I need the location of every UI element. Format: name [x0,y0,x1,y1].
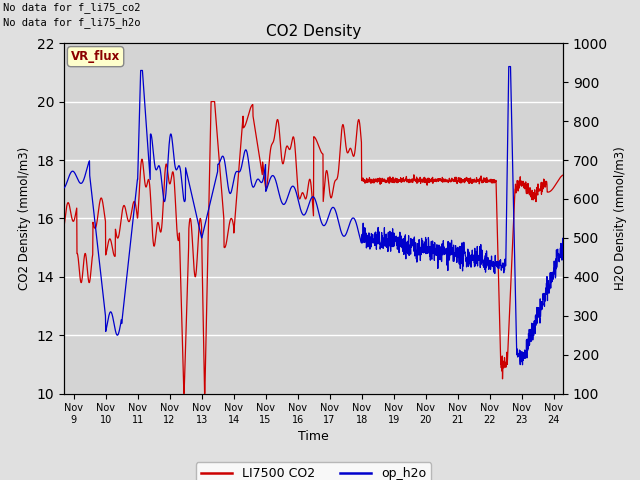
Title: CO2 Density: CO2 Density [266,24,361,39]
Text: VR_flux: VR_flux [71,50,120,63]
Text: No data for f_li75_h2o: No data for f_li75_h2o [3,17,141,28]
Text: No data for f_li75_co2: No data for f_li75_co2 [3,2,141,13]
Legend: LI7500 CO2, op_h2o: LI7500 CO2, op_h2o [196,462,431,480]
Y-axis label: H2O Density (mmol/m3): H2O Density (mmol/m3) [614,146,627,290]
Y-axis label: CO2 Density (mmol/m3): CO2 Density (mmol/m3) [18,147,31,290]
X-axis label: Time: Time [298,431,329,444]
